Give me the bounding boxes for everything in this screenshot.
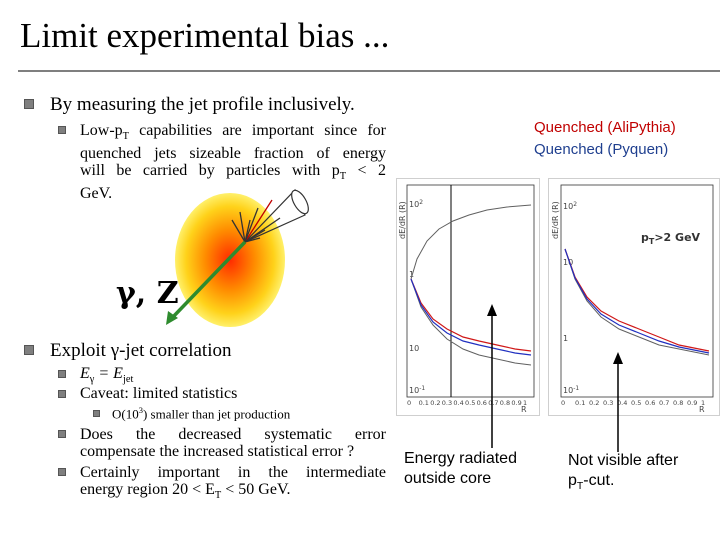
legend-pyquen: Quenched (Pyquen) <box>534 141 669 158</box>
bullet-gamma-jet: Exploit γ-jet correlation <box>50 340 232 361</box>
right-alipythia-curve <box>564 248 710 352</box>
right-x-ticks: 0 0.1 0.2 0.3 0.4 0.5 0.6 0.7 0.8 0.9 1 <box>561 399 705 407</box>
left-ytick-1: 1 <box>409 270 414 279</box>
left-plot-frame <box>406 184 535 398</box>
left-xtick: 0.6 <box>477 399 487 407</box>
left-xtick: 0.7 <box>488 399 498 407</box>
left-pyquen-curve <box>410 278 532 356</box>
left-ytick-2: 10 <box>409 344 419 353</box>
left-xtick: 0.9 <box>511 399 521 407</box>
left-xtick: 0.4 <box>453 399 463 407</box>
jet-cone-opening <box>291 189 309 215</box>
energy-radiated-note: Energy radiated outside core <box>404 450 517 487</box>
right-xtick: 0.1 <box>575 399 585 407</box>
right-xtick: 0 <box>561 399 565 407</box>
right-pt-cut-label: pT>2 GeV <box>641 231 701 246</box>
left-xtick: 1 <box>523 399 527 407</box>
right-xtick: 0.9 <box>687 399 697 407</box>
legend-alipythia: Quenched (AliPythia) <box>534 119 676 136</box>
left-ytick-0: 102 <box>409 199 423 209</box>
right-ytick-3: 10-1 <box>563 385 579 395</box>
not-visible-note: Not visible after pT-cut. <box>568 452 679 493</box>
left-vacuum-curve <box>410 278 532 366</box>
energy-radiated-arrow-head <box>487 304 497 316</box>
bullet-square-icon <box>58 390 66 398</box>
sub-bullet-caveat: Caveat: limited statistics <box>80 385 238 402</box>
right-xtick: 0.6 <box>645 399 655 407</box>
jet-diagram <box>166 188 309 327</box>
left-xtick: 0.1 <box>419 399 429 407</box>
right-xtick: 0.4 <box>617 399 627 407</box>
slide-title: Limit experimental bias ... <box>20 16 390 55</box>
left-x-ticks: 0 0.1 0.2 0.3 0.4 0.5 0.6 0.7 0.8 0.9 1 <box>407 399 527 407</box>
right-plot-frame <box>560 184 714 398</box>
right-xtick: 0.2 <box>589 399 599 407</box>
left-xtick: 0.2 <box>430 399 440 407</box>
sub-bullet-low-pt: Low-pT capabilities are important since … <box>80 122 386 203</box>
right-xtick: 0.3 <box>603 399 613 407</box>
bullet-square-icon <box>58 126 66 134</box>
jet-particle-arrows <box>231 199 281 243</box>
right-xtick: 0.8 <box>673 399 683 407</box>
left-ytick-3: 10-1 <box>409 385 425 395</box>
bullet-square-icon <box>58 430 66 438</box>
title-divider <box>18 70 720 72</box>
bullet-square-icon <box>24 99 34 109</box>
right-xlabel: R <box>699 405 705 414</box>
sub-bullet-intermediate: Certainly important in the intermediate … <box>80 464 386 502</box>
left-integrated-curve <box>410 204 532 280</box>
right-plot-svg: dE/dR (R) 102 10 1 10-1 pT>2 GeV 0 0.1 0.2… <box>551 184 714 414</box>
bullet-jet-profile: By measuring the jet profile inclusively… <box>50 94 355 115</box>
right-ylabel: dE/dR (R) <box>551 201 560 239</box>
right-ytick-0: 102 <box>563 201 577 211</box>
left-xtick: 0.8 <box>500 399 510 407</box>
right-xtick: 0.7 <box>659 399 669 407</box>
bullet-square-icon <box>24 345 34 355</box>
right-ytick-2: 1 <box>563 334 568 343</box>
sub-bullet-energy-equality: Eγ = Ejet <box>80 365 134 386</box>
right-vacuum-curve <box>564 248 710 356</box>
right-ytick-1: 10 <box>563 258 573 267</box>
right-xtick: 1 <box>701 399 705 407</box>
photon-arrow-head <box>166 311 178 325</box>
left-ylabel: dE/dR (R) <box>398 201 407 239</box>
photon-arrow <box>170 240 247 320</box>
left-xtick: 0.3 <box>442 399 452 407</box>
right-pyquen-curve <box>564 248 710 354</box>
bullet-square-icon <box>58 468 66 476</box>
left-xlabel: R <box>521 405 527 414</box>
sub-bullet-systematic: Does the decreased systematic error comp… <box>80 426 386 460</box>
left-jet-profile-plot: dE/dR (R) 102 1 10 10-1 0 0.1 0.2 0.3 0.4 0.5… <box>396 178 540 416</box>
sub-sub-bullet-order: O(103) smaller than jet production <box>112 405 291 422</box>
right-xtick: 0.5 <box>631 399 641 407</box>
gamma-z-label: γ, Z <box>116 276 179 311</box>
not-visible-arrow-head <box>613 352 623 364</box>
annotation-arrows <box>487 304 623 452</box>
left-xtick: 0 <box>407 399 411 407</box>
bullet-square-icon <box>58 370 66 378</box>
left-plot-svg: dE/dR (R) 102 1 10 10-1 0 0.1 0.2 0.3 0.4 0.5… <box>398 184 535 414</box>
left-alipythia-curve <box>410 278 532 352</box>
left-xtick: 0.5 <box>465 399 475 407</box>
right-jet-profile-plot: dE/dR (R) 102 10 1 10-1 pT>2 GeV 0 0.1 0.2… <box>548 178 720 416</box>
bullet-square-icon <box>93 410 100 417</box>
